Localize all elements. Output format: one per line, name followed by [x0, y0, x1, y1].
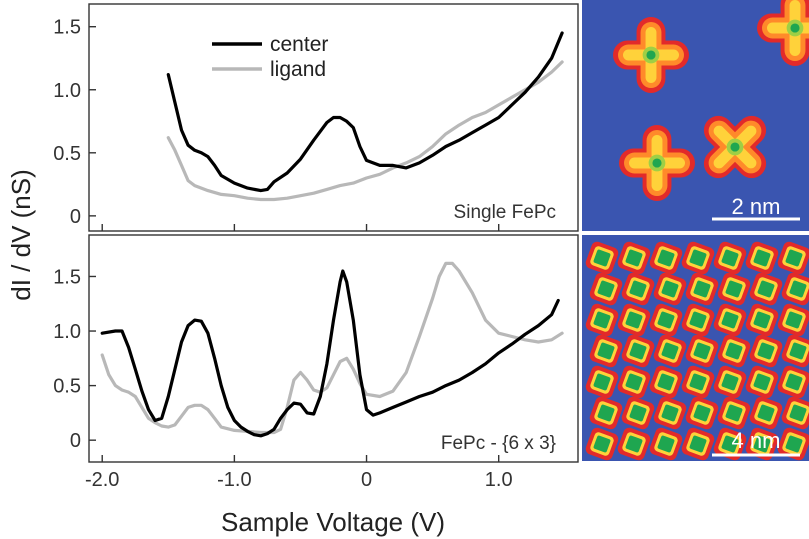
array-molecule: [585, 303, 619, 337]
x-tick-label: 1.0: [485, 469, 513, 491]
array-molecule: [781, 334, 809, 368]
top-panel-frame: [88, 3, 579, 232]
top-y-tick-label: 1.0: [53, 80, 81, 102]
fepc-molecule: [619, 125, 695, 201]
array-molecule: [681, 303, 715, 337]
array-molecule: [777, 365, 809, 399]
array-molecule: [713, 241, 747, 275]
array-molecule: [745, 241, 779, 275]
top-y-tick-label: 1.5: [53, 17, 81, 39]
scale-label-2nm: 2 nm: [732, 194, 781, 219]
array-molecule: [621, 396, 655, 430]
top-series-group: [166, 31, 564, 202]
scale-label-4nm: 4 nm: [732, 428, 781, 453]
legend: center ligand: [212, 33, 328, 81]
legend-ligand-label: ligand: [270, 58, 326, 81]
array-molecule: [777, 427, 809, 461]
array-molecule: [621, 272, 655, 306]
array-molecule: [617, 427, 651, 461]
bottom-ligand-line: [100, 261, 564, 435]
x-tick-label: -2.0: [85, 469, 119, 491]
array-molecule: [685, 334, 719, 368]
array-molecule: [649, 427, 683, 461]
bottom-x-axis: -2.0 -1.0 0 1.0: [85, 455, 513, 491]
array-molecule: [681, 427, 715, 461]
array-molecule: [617, 303, 651, 337]
x-tick-label: 0: [361, 469, 372, 491]
array-molecule: [585, 241, 619, 275]
array-molecule: [617, 241, 651, 275]
array-molecule: [713, 427, 747, 461]
fepc-molecule: [613, 17, 689, 93]
array-molecule: [649, 241, 683, 275]
array-molecule: [781, 396, 809, 430]
array-molecule: [749, 272, 783, 306]
array-molecule: [713, 303, 747, 337]
array-molecule: [745, 303, 779, 337]
fepc-molecule: [757, 0, 809, 66]
array-molecule: [621, 334, 655, 368]
array-molecule: [585, 427, 619, 461]
bottom-panel-annotation: FePc - {6 x 3}: [441, 433, 556, 454]
array-molecule: [749, 334, 783, 368]
legend-center-label: center: [270, 33, 328, 56]
array-molecule: [685, 396, 719, 430]
fepc-molecule: [703, 115, 767, 179]
bottom-y-tick-label: 1.0: [53, 321, 81, 343]
bottom-y-tick-label: 1.5: [53, 266, 81, 288]
array-molecule: [649, 303, 683, 337]
array-molecule: [745, 427, 779, 461]
array-molecule: [653, 396, 687, 430]
top-panel-annotation: Single FePc: [454, 202, 556, 223]
array-molecule: [617, 365, 651, 399]
array-molecule: [589, 396, 623, 430]
y-axis-label: dI / dV (nS): [6, 169, 36, 301]
top-center-line: [166, 31, 564, 193]
array-molecule: [717, 334, 751, 368]
bottom-panel-frame: [88, 234, 579, 463]
array-molecule: [781, 272, 809, 306]
array-molecule: [649, 365, 683, 399]
bottom-y-tick-label: 0.5: [53, 376, 81, 398]
bottom-series-group: [100, 261, 564, 438]
bottom-y-tick-label: 0: [70, 430, 81, 452]
array-molecule: [717, 396, 751, 430]
array-molecule: [749, 396, 783, 430]
array-molecule: [589, 272, 623, 306]
x-axis-label: Sample Voltage (V): [221, 507, 445, 537]
array-molecule: [685, 272, 719, 306]
x-tick-label: -1.0: [217, 469, 251, 491]
array-molecule: [589, 334, 623, 368]
array-molecule: [585, 365, 619, 399]
top-y-tick-label: 0.5: [53, 143, 81, 165]
array-molecule: [653, 272, 687, 306]
stm-image-single: 2 nm: [582, 0, 809, 231]
top-ligand-line: [166, 60, 564, 202]
array-molecule: [745, 365, 779, 399]
top-y-axis: 0 0.5 1.0 1.5: [53, 17, 96, 228]
bottom-y-axis: 0 0.5 1.0 1.5: [53, 266, 96, 452]
array-molecule: [681, 241, 715, 275]
array-molecule: [653, 334, 687, 368]
array-molecule: [777, 241, 809, 275]
top-x-ticks: [101, 224, 500, 231]
array-molecule: [681, 365, 715, 399]
array-molecule: [713, 365, 747, 399]
bottom-center-line: [100, 269, 560, 438]
top-y-tick-label: 0: [70, 206, 81, 228]
array-molecule: [777, 303, 809, 337]
stm-image-array: 4 nm: [582, 235, 809, 461]
array-molecule: [717, 272, 751, 306]
